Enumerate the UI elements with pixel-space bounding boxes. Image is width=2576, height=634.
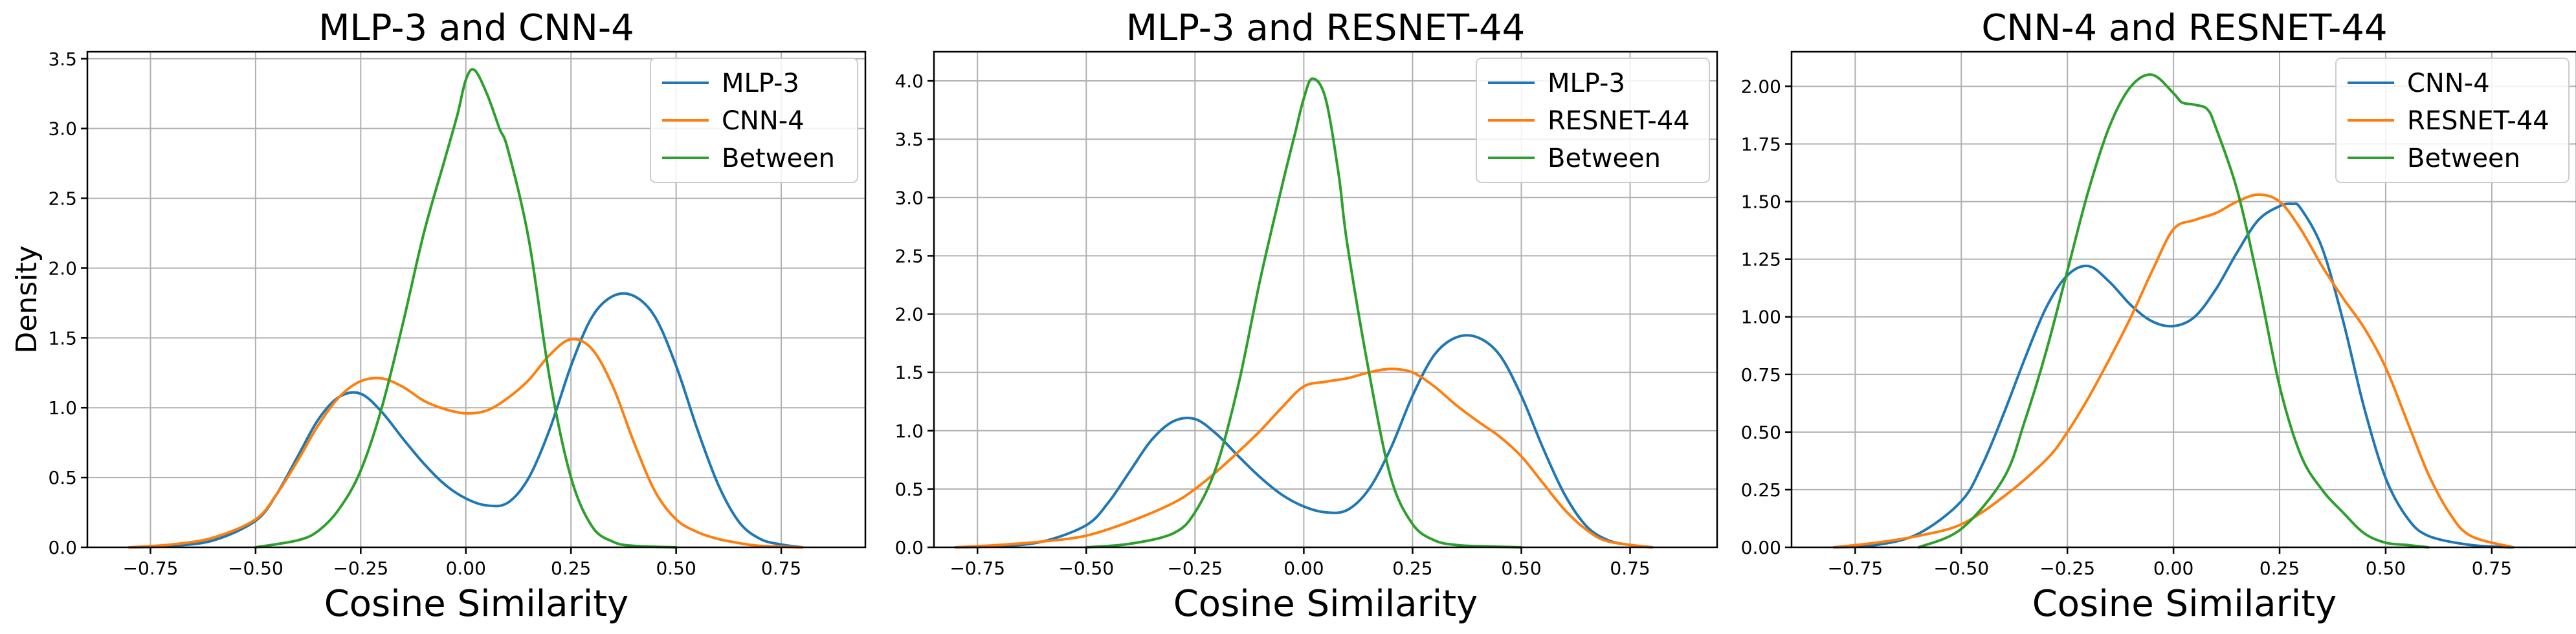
- chart-1-title: MLP-3 and CNN-4: [318, 7, 634, 49]
- x-tick-label: 0.75: [2472, 558, 2512, 579]
- chart-3-title: CNN-4 and RESNET-44: [1981, 7, 2387, 49]
- x-tick-label: 0.75: [1610, 558, 1650, 579]
- y-tick-label: 2.0: [48, 257, 77, 279]
- x-tick-label: −0.25: [333, 558, 388, 579]
- y-tick-label: 0.75: [1741, 364, 1781, 386]
- y-tick-label: 1.00: [1741, 307, 1781, 328]
- chart-1-legend: MLP-3 CNN-4 Between: [650, 58, 858, 183]
- y-tick-label: 0.50: [1741, 422, 1781, 443]
- chart-3-frame: [1790, 50, 2576, 549]
- y-tick-label: 0.5: [48, 467, 77, 488]
- legend-label: CNN-4: [2407, 69, 2490, 98]
- x-tick-label: −0.25: [1167, 558, 1223, 579]
- legend-label: Between: [2407, 144, 2520, 173]
- y-tick-label: 1.75: [1741, 134, 1781, 155]
- chart-3-xticks: −0.75 −0.50 −0.25 0.00 0.25 0.50 0.75: [1827, 547, 2512, 579]
- chart-3-yticks: 0.00 0.25 0.50 0.75 1.00 1.25 1.50 1.75 2.00: [1741, 76, 1792, 558]
- x-tick-label: 0.50: [656, 558, 696, 579]
- y-tick-label: 1.5: [48, 327, 77, 349]
- chart-1-yticks: 0.0 0.5 1.0 1.5 2.0 2.5 3.0 3.5: [48, 49, 87, 558]
- chart-2-yticks: 0.0 0.5 1.0 1.5 2.0 2.5 3.0 3.5 4.0: [894, 71, 934, 558]
- x-tick-label: −0.50: [1933, 558, 1989, 579]
- x-tick-label: 0.50: [2366, 558, 2406, 579]
- x-tick-label: −0.50: [228, 558, 283, 579]
- y-tick-label: 3.0: [48, 118, 77, 140]
- y-tick-label: 2.5: [48, 188, 77, 210]
- y-tick-label: 1.0: [48, 397, 77, 419]
- legend-label: CNN-4: [722, 106, 805, 136]
- chart-2-grid: [934, 52, 1717, 548]
- legend-label: Between: [722, 144, 835, 173]
- series-line-between: [1917, 73, 2430, 549]
- y-tick-label: 0.0: [48, 537, 77, 558]
- y-tick-label: 3.5: [48, 49, 77, 70]
- chart-2-series: [954, 77, 1654, 549]
- legend-box: [650, 58, 858, 183]
- y-tick-label: 2.0: [894, 304, 924, 325]
- x-tick-label: 0.00: [1283, 558, 1324, 579]
- y-tick-label: 2.5: [894, 245, 924, 267]
- x-tick-label: 0.00: [2153, 558, 2193, 579]
- x-tick-label: 0.25: [551, 558, 591, 579]
- series-line-resnet-44: [1832, 193, 2515, 549]
- series-line-cnn-4: [128, 338, 804, 549]
- y-tick-label: 0.25: [1741, 479, 1781, 501]
- series-line-cnn-4: [1832, 202, 2515, 549]
- chart-1-series: [128, 68, 804, 549]
- x-tick-label: 0.50: [1501, 558, 1541, 579]
- chart-3-legend: CNN-4 RESNET-44 Between: [2335, 58, 2570, 183]
- chart-3-grid: [1792, 52, 2576, 548]
- x-tick-label: 0.25: [1392, 558, 1432, 579]
- chart-1-xlabel: Cosine Similarity: [324, 583, 629, 625]
- series-line-resnet-44: [954, 367, 1654, 549]
- series-line-mlp-3: [954, 334, 1654, 549]
- chart-2-title: MLP-3 and RESNET-44: [1126, 7, 1526, 49]
- chart-panel-1: MLP-3 and CNN-4 −0.75 −0.50 −0.25 0.00 0.25 0…: [10, 7, 867, 625]
- chart-2-legend: MLP-3 RESNET-44 Between: [1476, 58, 1710, 183]
- chart-1-ylabel: Density: [10, 245, 43, 353]
- legend-label: Between: [1548, 144, 1661, 173]
- chart-2-xlabel: Cosine Similarity: [1173, 583, 1478, 625]
- legend-label: RESNET-44: [2407, 106, 2549, 136]
- y-tick-label: 1.25: [1741, 249, 1781, 270]
- legend-box: [2335, 58, 2570, 183]
- y-tick-label: 1.50: [1741, 191, 1781, 213]
- chart-1-xticks: −0.75 −0.50 −0.25 0.00 0.25 0.50 0.75: [123, 547, 801, 579]
- y-tick-label: 1.0: [894, 421, 924, 442]
- y-tick-label: 2.00: [1741, 76, 1781, 97]
- x-tick-label: 0.75: [761, 558, 801, 579]
- chart-1-frame: [86, 50, 867, 549]
- x-tick-label: −0.75: [123, 558, 179, 579]
- legend-label: MLP-3: [722, 69, 799, 98]
- y-tick-label: 0.0: [894, 537, 924, 558]
- chart-3-series: [1832, 73, 2515, 549]
- y-tick-label: 3.0: [894, 187, 924, 208]
- x-tick-label: −0.75: [949, 558, 1005, 579]
- x-tick-label: −0.25: [2039, 558, 2095, 579]
- x-tick-label: 0.25: [2260, 558, 2300, 579]
- chart-panel-2: MLP-3 and RESNET-44 −0.75 −0.50 −0.25 0.00 0…: [894, 7, 1718, 625]
- y-tick-label: 3.5: [894, 129, 924, 150]
- y-tick-label: 0.5: [894, 479, 924, 500]
- chart-2-xticks: −0.75 −0.50 −0.25 0.00 0.25 0.50 0.75: [949, 547, 1650, 579]
- legend-label: RESNET-44: [1548, 106, 1690, 136]
- y-tick-label: 1.5: [894, 362, 924, 384]
- legend-label: MLP-3: [1548, 69, 1625, 98]
- y-tick-label: 4.0: [894, 71, 924, 92]
- x-tick-label: 0.00: [446, 558, 486, 579]
- series-line-mlp-3: [128, 292, 804, 549]
- y-tick-label: 0.00: [1741, 537, 1781, 558]
- chart-2-frame: [933, 50, 1718, 549]
- chart-panel-3: CNN-4 and RESNET-44 −0.75 −0.50 −0.25 0.00 0…: [1741, 7, 2576, 625]
- series-line-between: [1085, 77, 1523, 549]
- chart-3-xlabel: Cosine Similarity: [2032, 583, 2337, 625]
- x-tick-label: −0.75: [1827, 558, 1883, 579]
- legend-box: [1476, 58, 1710, 183]
- x-tick-label: −0.50: [1058, 558, 1114, 579]
- series-line-between: [254, 68, 678, 549]
